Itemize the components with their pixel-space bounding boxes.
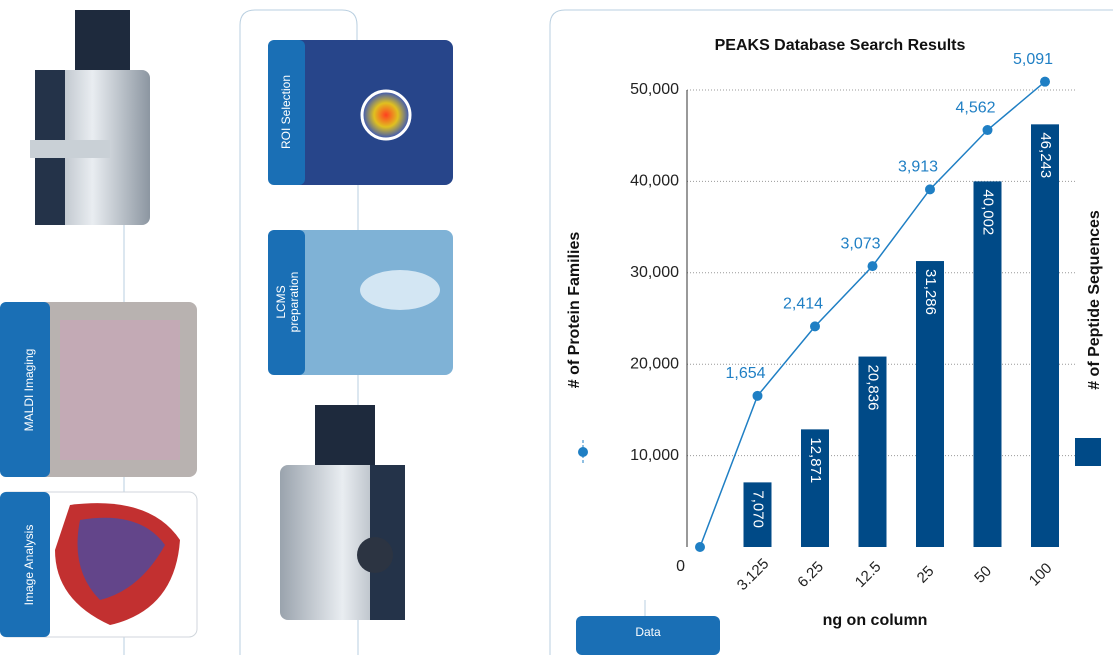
panel-label: preparation [287, 272, 301, 333]
data-label: 1,654 [725, 365, 765, 382]
bar [858, 356, 887, 547]
bar [1031, 124, 1059, 547]
data-label: 7,070 [750, 490, 767, 528]
instrument-image [30, 10, 150, 225]
point [1040, 76, 1050, 87]
bar [743, 482, 772, 547]
panel-label: ROI Selection [279, 75, 293, 149]
tab [268, 40, 305, 185]
point [867, 261, 878, 272]
x-tick-label: 25 [914, 563, 938, 587]
instrument-image [280, 405, 405, 620]
lcms-image [268, 230, 453, 375]
data-label: 46,243 [1037, 132, 1054, 178]
chart: 0 10,000 20,000 30,000 40,000 50,000 3.125 6.25… [578, 51, 1101, 594]
point [695, 542, 705, 552]
x-tick-label: 3.125 [734, 555, 773, 594]
y-tick-label: 10,000 [630, 447, 679, 464]
y-tick-label: 30,000 [630, 264, 679, 281]
tab [268, 230, 305, 375]
data-label: 3,073 [840, 235, 880, 252]
bar [801, 429, 829, 547]
point [810, 321, 820, 332]
point [982, 125, 993, 136]
y-tick-label: 40,000 [630, 173, 679, 190]
data-label: 4,562 [955, 99, 995, 116]
data-label: 5,091 [1013, 51, 1053, 68]
point [925, 184, 935, 195]
legend-label: # of Peptide Sequences [1086, 210, 1103, 390]
panel-label: Data [635, 625, 661, 639]
bar [916, 261, 944, 547]
panel-label: MALDI Imaging [22, 349, 36, 432]
legend-label: # of Protein Families [566, 232, 583, 389]
data-label: 3,913 [898, 159, 938, 176]
y-tick-label: 0 [676, 558, 685, 575]
legend-swatch [578, 447, 588, 457]
tab [576, 616, 720, 655]
point [752, 390, 763, 401]
data-label: 12,871 [807, 437, 824, 483]
x-tick-label: 50 [971, 563, 995, 587]
legend-swatch [1075, 438, 1101, 466]
x-tick-label: 100 [1026, 560, 1056, 590]
y-tick-label: 50,000 [630, 81, 679, 98]
data-label: 40,002 [980, 189, 997, 235]
data-label: 31,286 [922, 269, 939, 315]
chart-title: PEAKS Database Search Results [715, 37, 966, 54]
bar [973, 181, 1002, 547]
tab [0, 492, 50, 637]
x-tick-label: 6.25 [794, 558, 827, 591]
panel-label: Image Analysis [22, 525, 36, 606]
roi-circle [360, 89, 412, 141]
x-tick-label: 12.5 [852, 558, 885, 591]
x-axis-title: ng on column [823, 612, 928, 629]
tube [360, 270, 440, 310]
y-tick-label: 20,000 [630, 355, 679, 372]
data-label: 20,836 [865, 365, 882, 411]
panel-label: LCMS [274, 285, 288, 318]
tissue-map-detail [77, 517, 165, 600]
data-label: 2,414 [783, 296, 823, 313]
maldi-slide [60, 320, 180, 460]
tab [0, 302, 50, 477]
roi-image [268, 40, 453, 185]
